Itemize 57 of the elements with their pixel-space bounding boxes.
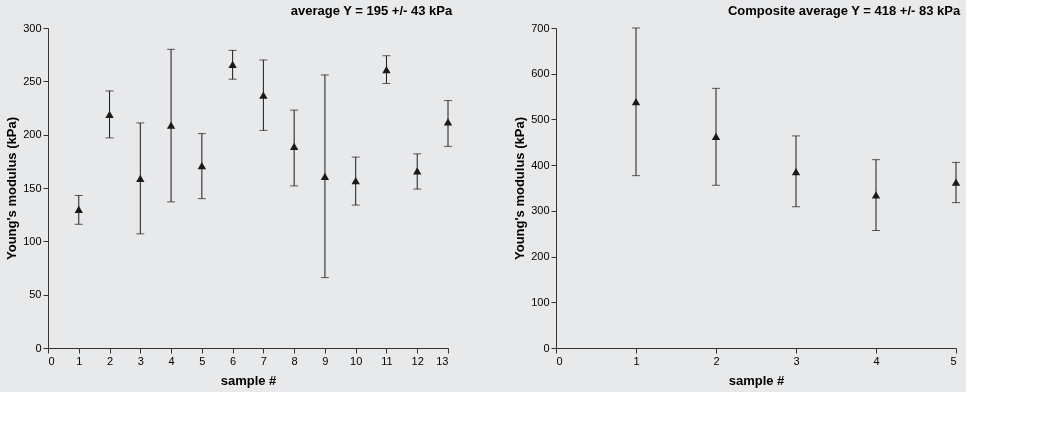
y-tick-label: 0 <box>35 341 42 354</box>
x-tick-label: 10 <box>350 354 363 367</box>
chart-title: Composite average Y = 418 +/- 83 kPa <box>727 3 961 18</box>
x-tick-label: 5 <box>950 354 957 367</box>
y-tick-label: 300 <box>531 204 550 217</box>
x-tick-label: 9 <box>322 354 329 367</box>
point <box>791 167 801 176</box>
y-tick-label: 100 <box>531 295 550 308</box>
x-tick-label: 5 <box>199 354 206 367</box>
point <box>951 178 961 186</box>
x-tick-label: 7 <box>260 354 267 367</box>
y-tick-label: 500 <box>531 112 550 125</box>
point <box>289 142 299 151</box>
x-tick-label: 4 <box>873 354 880 367</box>
y-tick-label: 100 <box>23 234 42 247</box>
x-axis-title: sample # <box>220 372 278 388</box>
y-tick-label: 200 <box>23 128 42 141</box>
y-axis-title: Young's modulus (kPa) <box>4 117 20 260</box>
point <box>197 161 207 170</box>
x-tick-label: 3 <box>137 354 144 367</box>
x-tick-label: 0 <box>48 354 55 367</box>
x-tick-label: 0 <box>556 354 563 367</box>
x-tick-label: 13 <box>436 354 449 367</box>
point <box>351 176 360 185</box>
x-axis-title: sample # <box>728 372 786 388</box>
point <box>320 172 330 180</box>
y-tick-label: 0 <box>543 341 550 354</box>
point <box>259 91 268 99</box>
point <box>413 167 422 175</box>
point <box>631 97 641 106</box>
y-tick-label: 150 <box>23 181 42 194</box>
point <box>382 65 391 74</box>
point <box>136 174 145 183</box>
x-tick-label: 3 <box>793 354 800 367</box>
y-tick-label: 600 <box>531 67 550 80</box>
y-tick-label: 300 <box>23 21 42 34</box>
x-tick-label: 4 <box>168 354 175 367</box>
point <box>711 132 721 140</box>
x-tick-label: 11 <box>381 354 393 367</box>
point <box>105 110 114 119</box>
point <box>74 205 83 213</box>
x-tick-label: 12 <box>411 354 424 367</box>
y-tick-label: 50 <box>29 288 42 301</box>
y-tick-label: 700 <box>531 21 550 34</box>
x-tick-label: 1 <box>633 354 640 367</box>
x-tick-label: 6 <box>230 354 237 367</box>
point <box>166 121 176 129</box>
x-tick-label: 8 <box>291 354 298 367</box>
y-tick-label: 250 <box>23 74 42 87</box>
chart-title: average Y = 195 +/- 43 kPa <box>290 3 453 18</box>
y-tick-label: 400 <box>531 158 550 171</box>
x-tick-label: 1 <box>76 354 83 367</box>
point <box>228 60 237 68</box>
x-tick-label: 2 <box>713 354 720 367</box>
x-tick-label: 2 <box>106 354 114 367</box>
y-axis-title: Young's modulus (kPa) <box>512 117 528 260</box>
y-tick-label: 200 <box>531 250 550 263</box>
